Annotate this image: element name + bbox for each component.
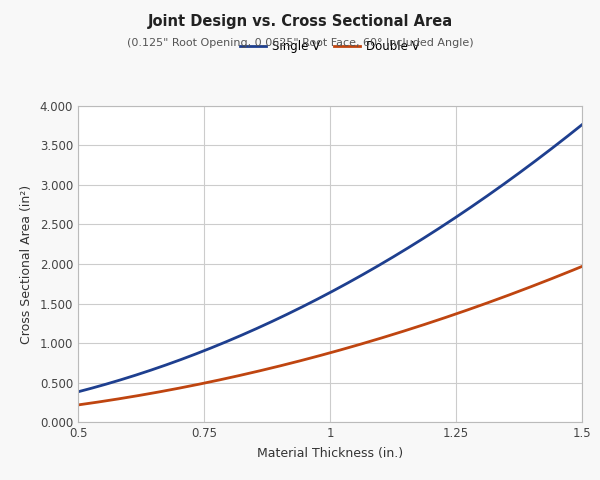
Single V bbox=[374, 263, 382, 269]
Single V bbox=[314, 296, 321, 302]
Line: Double V: Double V bbox=[78, 266, 582, 405]
Text: (0.125" Root Opening, 0.0625" Root Face, 60° Included Angle): (0.125" Root Opening, 0.0625" Root Face,… bbox=[127, 38, 473, 48]
Single V bbox=[578, 122, 586, 128]
Double V bbox=[317, 353, 324, 359]
Double V bbox=[566, 268, 574, 274]
Double V bbox=[578, 264, 586, 269]
Single V bbox=[347, 278, 355, 284]
Double V bbox=[74, 402, 82, 408]
Y-axis label: Cross Sectional Area (in²): Cross Sectional Area (in²) bbox=[20, 184, 33, 344]
Double V bbox=[374, 336, 382, 342]
Double V bbox=[314, 353, 321, 359]
Single V bbox=[317, 295, 324, 300]
Single V bbox=[566, 132, 574, 137]
Single V bbox=[487, 190, 494, 196]
Text: Joint Design vs. Cross Sectional Area: Joint Design vs. Cross Sectional Area bbox=[148, 14, 452, 29]
Double V bbox=[347, 344, 355, 350]
Double V bbox=[487, 299, 494, 304]
Line: Single V: Single V bbox=[78, 125, 582, 392]
Single V bbox=[74, 389, 82, 395]
Legend: Single V, Double V: Single V, Double V bbox=[235, 36, 425, 58]
X-axis label: Material Thickness (in.): Material Thickness (in.) bbox=[257, 447, 403, 460]
